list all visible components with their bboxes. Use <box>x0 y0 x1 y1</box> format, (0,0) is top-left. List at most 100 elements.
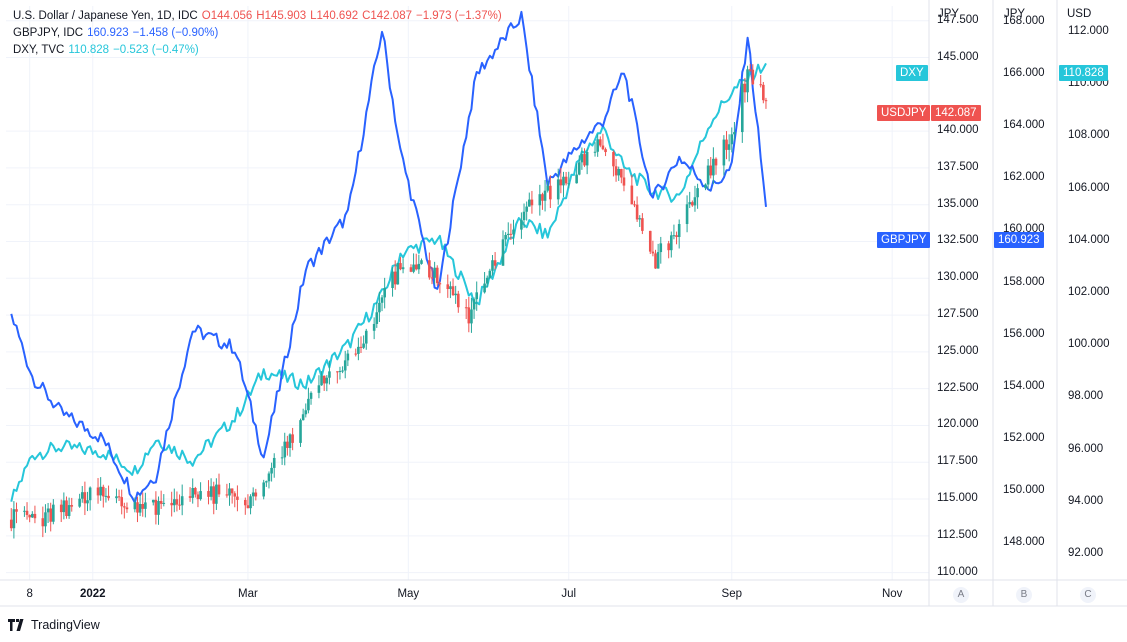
usdjpy-candle <box>604 147 607 157</box>
usdjpy-candle <box>396 262 400 285</box>
footer-brand-label: TradingView <box>31 618 100 632</box>
usdjpy-candle-body <box>598 139 602 146</box>
series-dxy-line <box>10 62 767 502</box>
legend-dxy[interactable]: DXY, TVC 110.828 −0.523 (−0.47%) <box>13 43 203 58</box>
usdjpy-candle-body <box>46 508 50 513</box>
usdjpy-candle <box>346 349 350 367</box>
usdjpy-candle <box>28 514 31 523</box>
usdjpy-candle <box>577 155 581 176</box>
usdjpy-candle <box>141 492 145 517</box>
usdjpy-candle-body <box>751 69 755 85</box>
legend-usdjpy[interactable]: U.S. Dollar / Japanese Yen, 1D, IDC O144.… <box>13 9 506 24</box>
scale-button-c[interactable]: C <box>1080 587 1096 603</box>
usdjpy-candle-body <box>191 488 195 498</box>
usdjpy-candle <box>467 297 471 333</box>
scale-button-a[interactable]: A <box>953 587 969 603</box>
usdjpy-candle <box>530 190 534 214</box>
usdjpy-candle-body <box>336 371 339 373</box>
usdjpy-candle <box>328 360 331 385</box>
usdjpy-candle-body <box>341 370 344 372</box>
usdjpy-candle <box>267 471 271 489</box>
usdjpy-candle <box>691 200 694 207</box>
usdjpy-candle <box>107 485 110 501</box>
usdjpy-candle-body <box>433 267 436 278</box>
usdjpy-candle-body <box>464 307 468 309</box>
usdjpy-candle <box>585 148 589 175</box>
usdjpy-candle-body <box>733 132 736 135</box>
usdjpy-candle <box>159 490 163 509</box>
usdjpy-candle <box>157 496 160 525</box>
legend-gbpjpy[interactable]: GBPJPY, IDC 160.923 −1.458 (−0.90%) <box>13 26 222 41</box>
usdjpy-candle-body <box>194 488 197 495</box>
usdjpy-candle <box>412 253 415 274</box>
usdjpy-candle-body <box>543 190 547 201</box>
axis-c-tick: 106.000 <box>1068 181 1110 194</box>
usdjpy-candle-body <box>346 353 350 361</box>
usdjpy-candle-body <box>265 481 268 483</box>
usdjpy-candle-body <box>483 283 486 293</box>
usdjpy-candle-body <box>83 492 87 504</box>
usdjpy-candle-body <box>730 134 734 145</box>
axis-c-header: USD <box>1067 8 1092 20</box>
usdjpy-candle <box>725 131 728 160</box>
usdjpy-candle <box>438 281 442 294</box>
usdjpy-candle <box>170 491 173 517</box>
tag-dxy-label: DXY <box>896 65 928 81</box>
usdjpy-candle <box>654 249 657 269</box>
usdjpy-candle <box>175 491 179 512</box>
usdjpy-candle-body <box>622 177 626 186</box>
legend-usdjpy-change: −1.973 (−1.37%) <box>415 10 502 22</box>
usdjpy-candle <box>504 232 507 247</box>
tradingview-logo-icon <box>8 619 24 631</box>
usdjpy-candle-body <box>99 486 102 496</box>
usdjpy-candle <box>286 435 289 456</box>
axis-c-tick: 102.000 <box>1068 286 1110 298</box>
usdjpy-candle-body <box>270 467 273 474</box>
tag-usdjpy-value: 142.087 <box>931 105 981 121</box>
usdjpy-candle-body <box>399 263 402 270</box>
usdjpy-candle-body <box>65 500 68 517</box>
usdjpy-candle <box>759 75 763 88</box>
usdjpy-candle <box>249 494 252 515</box>
usdjpy-candle <box>291 427 294 451</box>
usdjpy-candle <box>133 497 137 513</box>
series-gbpjpy-line <box>10 10 767 504</box>
usdjpy-candle-body <box>620 168 623 178</box>
usdjpy-candle <box>428 252 431 280</box>
usdjpy-candle <box>446 274 450 298</box>
axis-b-tick: 152.000 <box>1003 432 1045 445</box>
usdjpy-candle-body <box>62 500 66 513</box>
usdjpy-candle <box>672 224 676 240</box>
time-axis-tick: Nov <box>881 588 903 600</box>
usdjpy-candle-body <box>746 69 749 93</box>
axis-a-tick: 147.500 <box>937 13 979 26</box>
usdjpy-candle-body <box>391 271 394 289</box>
usdjpy-candle <box>420 258 423 265</box>
usdjpy-candle-body <box>133 502 137 510</box>
usdjpy-candle <box>435 265 439 286</box>
usdjpy-candle <box>401 258 405 274</box>
usdjpy-candle <box>217 473 221 498</box>
usdjpy-candle <box>362 335 365 350</box>
usdjpy-candle <box>62 492 66 520</box>
usdjpy-candle <box>288 433 292 457</box>
usdjpy-candle <box>225 483 229 498</box>
axis-a-tick: 115.000 <box>937 492 978 505</box>
usdjpy-candle-body <box>604 149 607 153</box>
usdjpy-candle <box>117 489 121 502</box>
usdjpy-candle <box>272 453 276 478</box>
scale-button-b[interactable]: B <box>1016 587 1032 603</box>
usdjpy-candle-body <box>49 508 53 522</box>
tag-gbpjpy-value: 160.923 <box>994 232 1044 248</box>
legend-usdjpy-close: C142.087 <box>362 10 412 22</box>
usdjpy-candle <box>65 496 68 519</box>
usdjpy-candle <box>80 486 84 503</box>
usdjpy-candle-body <box>328 371 331 378</box>
usdjpy-candle <box>67 497 71 519</box>
usdjpy-candle <box>83 481 87 516</box>
usdjpy-candle-body <box>530 199 534 206</box>
usdjpy-candle <box>262 479 266 500</box>
usdjpy-candle <box>44 504 47 533</box>
footer-brand[interactable]: TradingView <box>8 618 100 632</box>
